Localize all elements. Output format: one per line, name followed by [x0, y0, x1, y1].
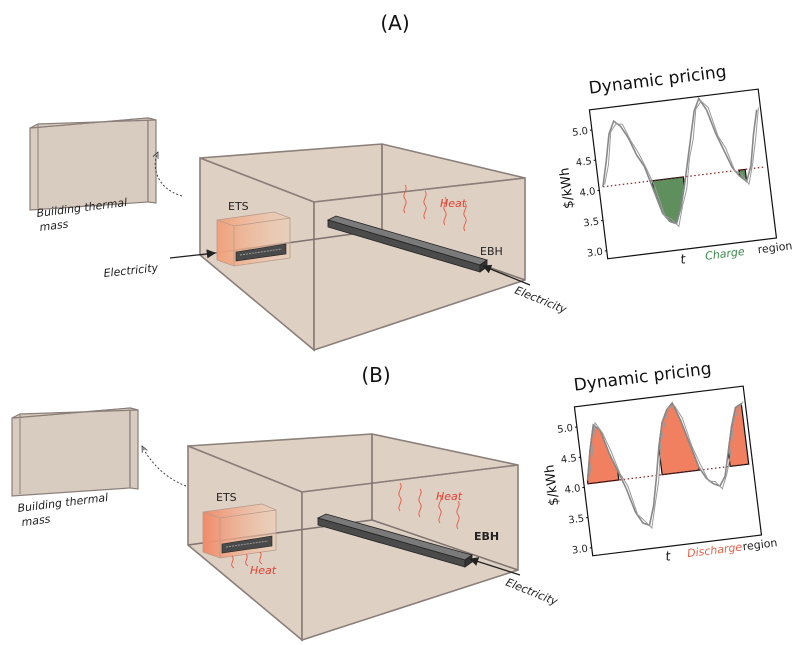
- heat-waves: [398, 482, 460, 530]
- region-suffix: region: [757, 239, 793, 256]
- x-axis-label: t: [680, 252, 688, 268]
- y-tick-label: 5.0: [572, 126, 589, 139]
- ets-heat-label: Heat: [250, 564, 277, 577]
- ets-label: ETS: [216, 491, 237, 504]
- plot-area: [602, 96, 764, 228]
- ets-unit: [216, 211, 291, 267]
- electricity-arrow-right: [469, 557, 521, 576]
- electricity-arrow-left: [169, 249, 216, 259]
- chart-title: Dynamic pricing: [588, 62, 728, 99]
- wall-label-2: mass: [39, 218, 70, 234]
- y-tick-label: 5.0: [557, 423, 574, 436]
- panel-a: (A) Building thermal mass: [29, 11, 793, 352]
- y-axis-label: $/kWh: [542, 464, 562, 507]
- ets-heat-waves: [231, 551, 263, 569]
- threshold-line: [587, 463, 749, 485]
- y-tick-label: 3.5: [583, 217, 600, 230]
- ebh-label: EBH: [474, 530, 499, 543]
- y-ticks: 5.0 4.5 4.0 3.5 3.0: [557, 423, 592, 557]
- y-tick-label: 3.0: [586, 247, 603, 260]
- price-line: [586, 401, 742, 527]
- x-axis-label: t: [665, 549, 673, 565]
- y-ticks: 5.0 4.5 4.0 3.5 3.0: [572, 126, 607, 260]
- y-tick-label: 3.5: [568, 514, 585, 527]
- chart-title: Dynamic pricing: [573, 359, 713, 396]
- region-suffix: region: [742, 536, 778, 553]
- dashed-arrow: [142, 446, 187, 487]
- y-axis-label: $/kWh: [557, 167, 577, 210]
- dashed-arrow: [155, 152, 183, 197]
- heat-label: Heat: [440, 197, 467, 210]
- ets-label: ETS: [228, 200, 249, 213]
- region-word: Charge: [704, 245, 745, 263]
- y-tick-label: 3.0: [571, 544, 588, 557]
- panel-label: (B): [361, 363, 390, 387]
- price-chart: Dynamic pricing 5.04.54.03.53.0 $/kWh t …: [557, 62, 793, 268]
- price-chart: Dynamic pricing 5.04.54.03.53.0 $/kWh t …: [542, 359, 778, 565]
- heat-label: Heat: [436, 490, 463, 503]
- electricity-label-left: Electricity: [103, 261, 159, 280]
- electricity-arrow-right: [482, 264, 531, 286]
- heat-waves: [403, 184, 467, 232]
- y-tick-label: 4.5: [575, 156, 592, 169]
- room-box: [187, 433, 519, 642]
- thermal-mass-wall: [11, 407, 139, 497]
- y-tick-label: 4.5: [560, 453, 577, 466]
- y-tick-label: 4.0: [564, 483, 581, 496]
- plot-area: [586, 401, 750, 530]
- ebh-heater: [326, 215, 488, 273]
- panel-b: (B) Building thermal mass: [11, 359, 778, 642]
- electricity-label-right: Electricity: [504, 576, 560, 609]
- ebh-label: EBH: [480, 245, 503, 258]
- panel-label: (A): [380, 11, 409, 35]
- price-line-alt: [588, 401, 744, 530]
- threshold-line: [602, 166, 764, 188]
- y-tick-label: 4.0: [579, 186, 596, 199]
- electricity-label-right: Electricity: [513, 284, 569, 317]
- plot-frame: [588, 88, 778, 260]
- price-line: [602, 96, 758, 225]
- ebh-heater: [316, 513, 473, 568]
- price-line-alt: [604, 100, 759, 228]
- thermal-mass-wall: [29, 117, 157, 211]
- wall-label-2: mass: [21, 513, 52, 529]
- ets-unit: [202, 503, 277, 559]
